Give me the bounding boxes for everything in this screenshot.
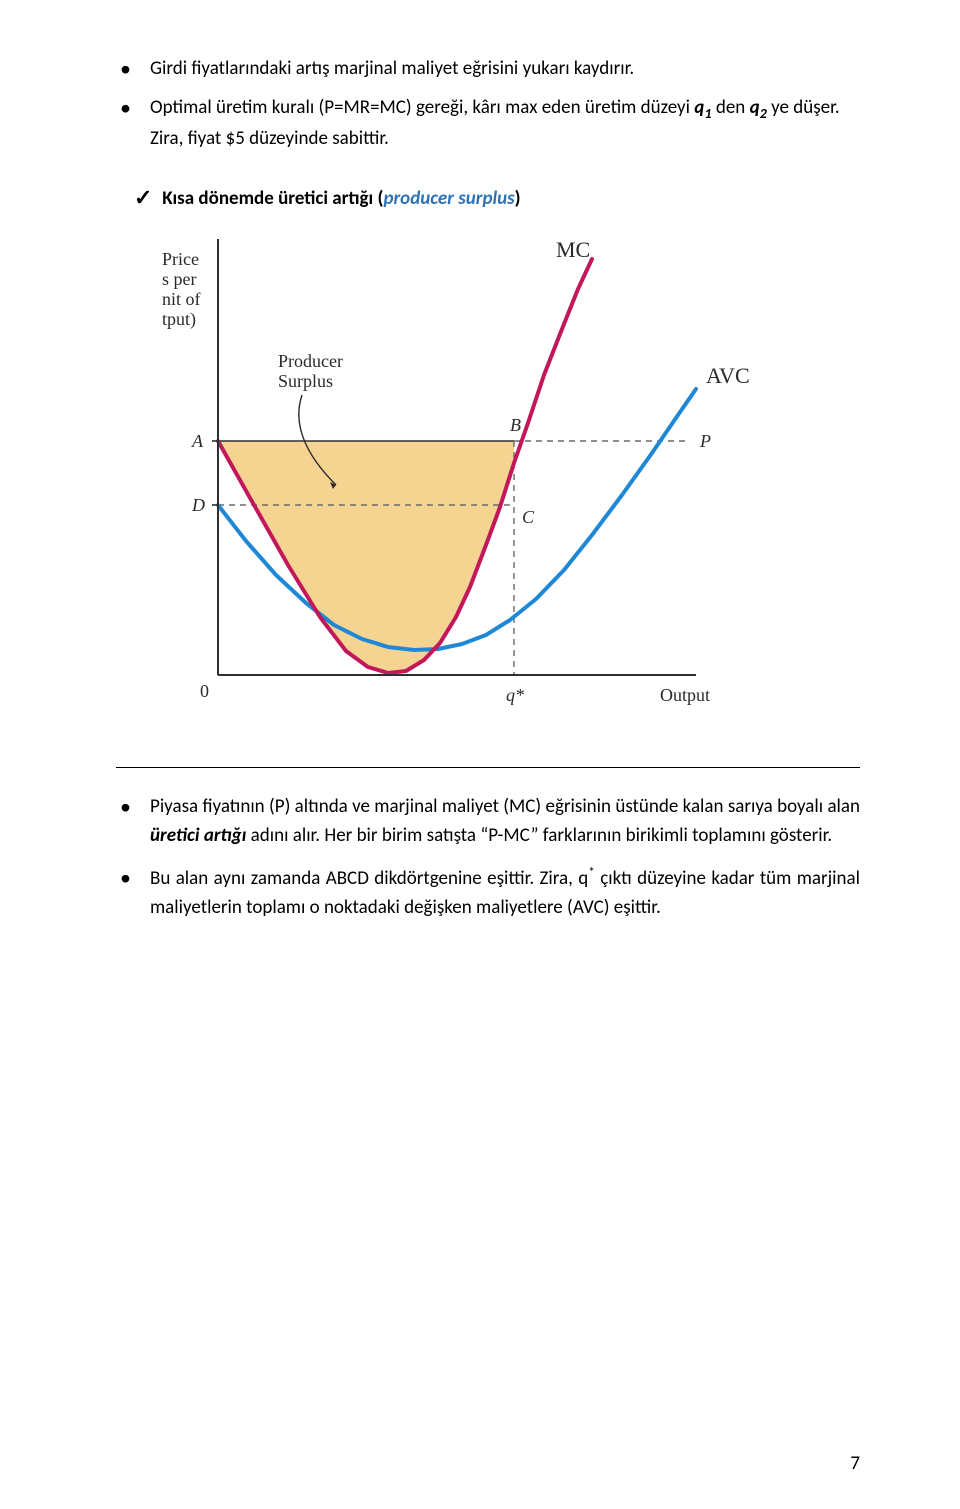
svg-text:s per: s per: [162, 269, 197, 289]
bullet-bottom-1: Piyasa fiyatının (P) altında ve marjinal…: [116, 792, 860, 851]
svg-text:tput): tput): [162, 309, 196, 330]
bullet-bottom-2: Bu alan aynı zamanda ABCD dikdörtgenine …: [116, 863, 860, 923]
svg-text:Surplus: Surplus: [278, 371, 333, 391]
svg-text:0: 0: [200, 681, 209, 701]
svg-text:Producer: Producer: [278, 351, 343, 371]
bottom-bullet-list: Piyasa fiyatının (P) altında ve marjinal…: [116, 792, 860, 923]
svg-text:B: B: [510, 415, 521, 435]
svg-text:nit of: nit of: [162, 289, 201, 309]
svg-text:AVC: AVC: [706, 363, 750, 388]
page-number: 7: [850, 1452, 860, 1475]
svg-text:Price: Price: [162, 249, 199, 269]
bullet-top-1: Girdi fiyatlarındaki artış marjinal mali…: [116, 54, 860, 83]
svg-text:MC: MC: [556, 237, 590, 262]
bullet-bottom-1-text: Piyasa fiyatının (P) altında ve marjinal…: [150, 795, 860, 847]
chart-svg: Prices pernit oftput) A D 0 B C Pq* Output MC AVC…: [136, 225, 756, 745]
svg-text:Output: Output: [660, 685, 710, 705]
svg-text:C: C: [522, 507, 535, 527]
section-heading-term: producer surplus: [383, 187, 514, 210]
bullet-bottom-2-text: Bu alan aynı zamanda ABCD dikdörtgenine …: [150, 867, 860, 919]
bullet-top-1-text: Girdi fiyatlarındaki artış marjinal mali…: [150, 57, 634, 80]
svg-text:D: D: [191, 495, 205, 515]
section-heading-suffix: ): [515, 187, 521, 210]
check-icon: ✓: [134, 184, 158, 211]
top-bullet-list: Girdi fiyatlarındaki artış marjinal mali…: [116, 54, 860, 154]
svg-text:P: P: [699, 431, 711, 451]
section-heading: ✓ Kısa dönemde üretici artığı (producer …: [134, 184, 860, 211]
section-heading-prefix: Kısa dönemde üretici artığı (: [162, 187, 383, 210]
bullet-top-2: Optimal üretim kuralı (P=MR=MC) gereği, …: [116, 93, 860, 153]
bullet-top-2-text: Optimal üretim kuralı (P=MR=MC) gereği, …: [150, 96, 840, 150]
divider: [116, 767, 860, 768]
svg-text:q*: q*: [506, 685, 524, 705]
svg-text:A: A: [191, 431, 204, 451]
producer-surplus-chart: Prices pernit oftput) A D 0 B C Pq* Output MC AVC…: [136, 225, 860, 745]
